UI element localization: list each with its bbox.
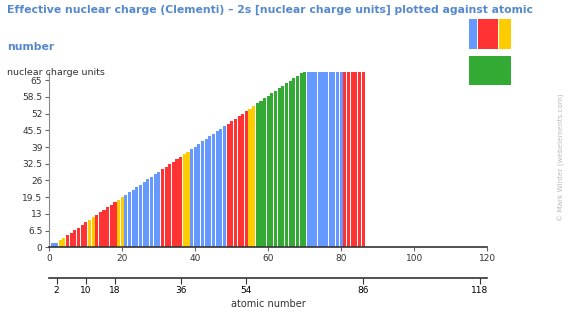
Bar [347,40,350,247]
Bar [77,227,80,247]
Bar [351,37,354,247]
Text: Effective nuclear charge (Clementi) – 2s [nuclear charge units] plotted against : Effective nuclear charge (Clementi) – 2s… [7,5,533,15]
Bar [285,83,288,247]
Bar [329,53,332,247]
Bar [314,63,317,247]
Bar [354,35,357,247]
Bar [168,164,171,247]
Bar [237,116,241,247]
Bar [307,68,310,247]
Bar [143,182,146,247]
Bar [88,220,91,247]
Bar [117,200,120,247]
Text: © Mark Winter (webelements.com): © Mark Winter (webelements.com) [558,94,565,221]
Bar [128,192,131,247]
Bar [146,180,150,247]
Bar [245,111,248,247]
Bar [124,195,128,247]
Bar [154,175,157,247]
Bar [157,172,160,247]
Bar [263,98,266,247]
Bar [73,230,77,247]
Bar [186,152,190,247]
Bar [59,240,62,247]
Bar [270,93,273,247]
Bar [321,58,325,247]
Bar [114,202,117,247]
Bar [478,19,498,49]
X-axis label: atomic number: atomic number [231,299,306,309]
Bar [165,167,168,247]
Bar [252,106,255,247]
Bar [81,225,84,247]
Bar [259,101,263,247]
Bar [332,50,335,247]
Bar [310,66,314,247]
Bar [201,141,204,247]
Bar [223,126,226,247]
Bar [241,114,244,247]
Bar [110,205,113,247]
Bar [303,71,306,247]
Bar [336,48,339,247]
Bar [281,86,284,247]
Bar [292,78,295,247]
Bar [194,146,197,247]
Bar [99,212,102,247]
Bar [289,81,292,247]
Bar [95,215,98,247]
Bar [216,131,219,247]
Bar [343,43,346,247]
Bar [212,134,215,247]
Bar [150,177,153,247]
Bar [172,162,175,247]
Bar [318,60,321,247]
Bar [256,103,259,247]
Text: number: number [7,42,54,52]
Bar [227,124,230,247]
Bar [219,129,222,247]
Bar [121,197,124,247]
Bar [230,121,233,247]
Bar [340,45,343,247]
Bar [52,243,55,247]
Bar [139,185,142,247]
Bar [176,159,179,247]
Bar [106,207,109,247]
Bar [267,96,270,247]
Bar [92,217,95,247]
Bar [197,144,201,247]
Bar [62,238,66,247]
Bar [278,88,281,247]
Bar [299,73,303,247]
Bar [205,139,208,247]
Bar [248,109,252,247]
Bar [274,91,277,247]
Bar [469,56,512,85]
Bar [103,210,106,247]
Bar [70,233,72,247]
Bar [325,55,328,247]
Bar [135,187,139,247]
Bar [55,243,58,247]
Bar [358,32,361,247]
Bar [361,30,365,247]
Bar [469,19,477,49]
Bar [208,136,212,247]
Bar [190,149,193,247]
Bar [132,190,135,247]
Bar [499,19,512,49]
Bar [296,76,299,247]
Bar [66,235,69,247]
Bar [179,157,182,247]
Bar [183,154,186,247]
Text: nuclear charge units: nuclear charge units [7,68,105,77]
Bar [84,222,88,247]
Bar [234,119,237,247]
Bar [161,169,164,247]
